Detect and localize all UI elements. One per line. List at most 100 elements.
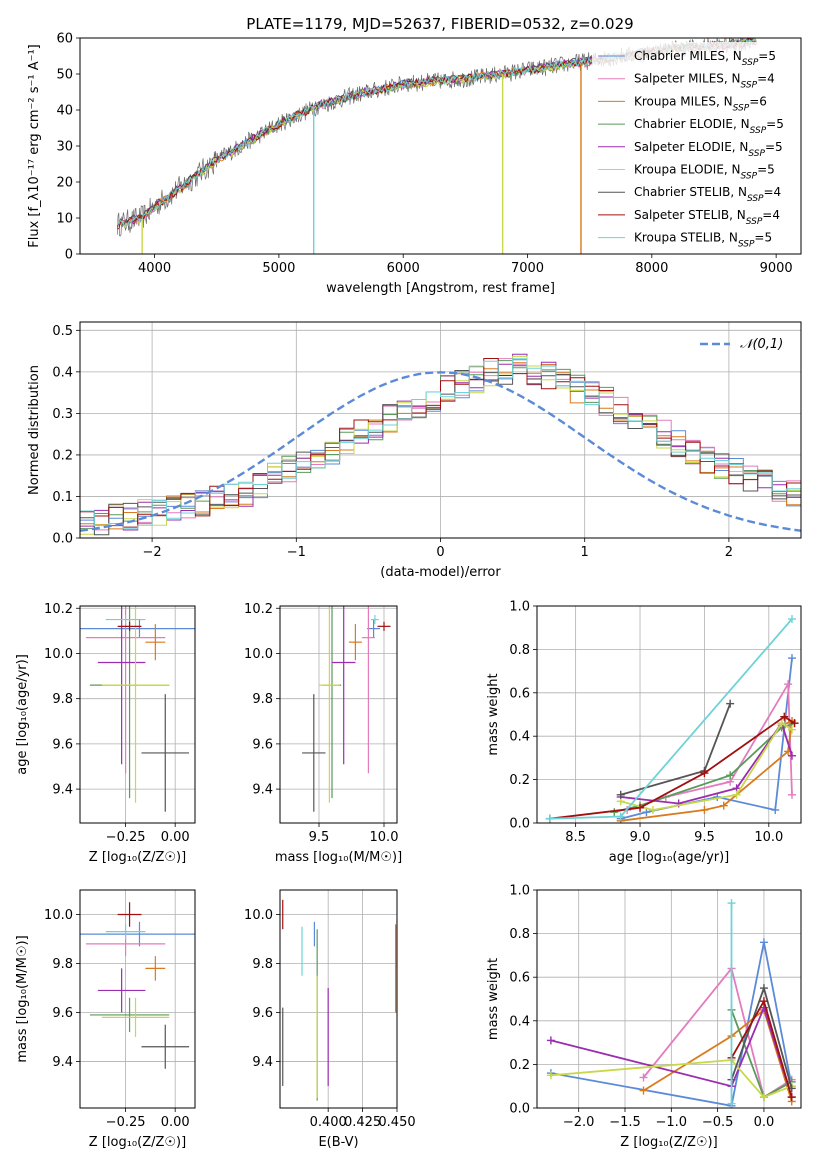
- x-tick-label: 0.450: [378, 1115, 415, 1130]
- histogram-step-line: [80, 358, 801, 530]
- x-tick-label: 0.0: [754, 1115, 775, 1130]
- x-axis-label: Z [log₁₀(Z/Z☉)]: [620, 1135, 717, 1150]
- massweight-vs-Z-panel: −2.0 −1.5 −1.0 −0.5 0.0 0.0 0.2 0.4 0.6 0.8 1.0 Z […: [486, 884, 802, 1150]
- mass-vs-Z-panel: −0.25 0.00 9.4 9.6 9.8 10.0 Z [log₁₀(Z/Z☉)] mas…: [15, 889, 196, 1150]
- age-vs-mass-panel-frame: [279, 605, 398, 824]
- y-tick-label: 20: [56, 176, 73, 191]
- y-tick-label: 9.4: [252, 783, 273, 798]
- x-axis-label: Z [log₁₀(Z/Z☉)]: [89, 1135, 186, 1150]
- x-tick-label: 2: [725, 545, 733, 560]
- mass-vs-ebv-panel-frame: [279, 889, 398, 1109]
- mass-vs-Z-panel-plot: [80, 890, 195, 1108]
- age-vs-Z-panel-plot: [80, 606, 195, 823]
- residuals-panel-plot: [80, 322, 801, 538]
- age-vs-mass-panel-plot: [280, 606, 397, 823]
- y-tick-label: 0.8: [509, 927, 530, 942]
- y-tick-label: 10.2: [44, 602, 73, 617]
- age-vs-mass-panel: 9.5 10.0 9.4 9.6 9.8 10.0 10.2 mass [log₁₀(M/M☉…: [244, 602, 402, 865]
- y-tick-label: 0.3: [52, 407, 73, 422]
- mass-weight-line: [620, 719, 794, 822]
- x-axis-label: Z [log₁₀(Z/Z☉)]: [89, 850, 186, 865]
- mass-vs-ebv-panel-plot: [280, 890, 397, 1108]
- x-tick-label: 0.400: [310, 1115, 347, 1130]
- y-tick-label: 9.8: [52, 957, 73, 972]
- massweight-vs-Z-panel-plot: [537, 890, 801, 1108]
- x-tick-label: −1.5: [609, 1115, 641, 1130]
- x-tick-label: 1: [581, 545, 589, 560]
- gaussian-curve: [80, 371, 801, 532]
- spectrum-panel-frame: [79, 37, 802, 255]
- x-tick-label: 10.0: [754, 830, 783, 845]
- y-tick-label: 9.4: [52, 1055, 73, 1070]
- massweight-vs-age-panel: 8.5 9.0 9.5 10.0 0.0 0.2 0.4 0.6 0.8 1.0 age [log₁…: [486, 600, 802, 865]
- histogram-step-line: [80, 362, 801, 530]
- x-tick-label: 0: [436, 545, 444, 560]
- y-axis-label: mass [log₁₀(M/M☉)]: [15, 935, 30, 1062]
- massweight-vs-age-panel-plot: [537, 606, 801, 823]
- x-tick-label: −0.25: [106, 1115, 146, 1130]
- y-tick-label: 30: [56, 140, 73, 155]
- mass-weight-line: [550, 1005, 793, 1098]
- mass-weight-line: [620, 658, 793, 820]
- y-tick-label: 9.6: [52, 737, 73, 752]
- residuals-panel-frame: [79, 321, 802, 539]
- histogram-step-line: [80, 353, 801, 531]
- age-vs-Z-panel: −0.25 0.00 9.4 9.6 9.8 10.0 10.2 Z [log₁₀(Z/Z☉)…: [15, 602, 196, 865]
- y-tick-label: 10.0: [244, 908, 273, 923]
- y-tick-label: 10.0: [44, 647, 73, 662]
- mass-weight-line: [550, 1059, 793, 1099]
- legend-entry: 𝒩(0,1): [740, 337, 783, 352]
- y-tick-label: 0.0: [509, 817, 530, 832]
- y-tick-label: 9.8: [252, 957, 273, 972]
- x-tick-label: 4000: [138, 261, 171, 276]
- y-tick-label: 9.4: [52, 783, 73, 798]
- histogram-step-line: [80, 365, 801, 536]
- y-tick-label: 9.6: [252, 737, 273, 752]
- x-tick-label: 0.425: [344, 1115, 381, 1130]
- x-tick-label: −2.0: [563, 1115, 595, 1130]
- massweight-vs-Z-panel-frame: [536, 889, 802, 1109]
- x-axis-label: (data-model)/error: [380, 565, 501, 580]
- y-tick-label: 60: [56, 32, 73, 47]
- x-tick-label: 9000: [760, 261, 793, 276]
- x-tick-label: 9.0: [630, 830, 651, 845]
- y-tick-label: 9.6: [52, 1006, 73, 1021]
- residuals-panel: −2 −1 0 1 2 0.0 0.1 0.2 0.3 0.4 0.5 (data-model)/er…: [27, 321, 802, 580]
- x-tick-label: 6000: [387, 261, 420, 276]
- mass-weight-line: [549, 618, 793, 820]
- y-tick-label: 10.0: [244, 647, 273, 662]
- y-tick-label: 0.5: [52, 324, 73, 339]
- y-tick-label: 9.6: [252, 1006, 273, 1021]
- x-axis-label: wavelength [Angstrom, rest frame]: [326, 281, 555, 296]
- x-tick-label: 7000: [511, 261, 544, 276]
- x-tick-label: 5000: [262, 261, 295, 276]
- y-tick-label: 10.0: [44, 908, 73, 923]
- spectrum-panel-plot: [116, 38, 758, 254]
- y-tick-label: 10: [56, 212, 73, 227]
- x-axis-label: age [log₁₀(age/yr)]: [609, 850, 730, 865]
- y-tick-label: 1.0: [509, 600, 530, 615]
- x-tick-label: −1: [287, 545, 306, 560]
- y-tick-label: 0.0: [509, 1102, 530, 1117]
- y-tick-label: 1.0: [509, 884, 530, 899]
- x-tick-label: 9.5: [309, 830, 330, 845]
- x-tick-label: −0.25: [106, 830, 146, 845]
- y-tick-label: 0.8: [509, 643, 530, 658]
- y-tick-label: 9.4: [252, 1055, 273, 1070]
- x-tick-label: 10.0: [370, 830, 399, 845]
- y-axis-label: mass weight: [486, 673, 501, 755]
- y-tick-label: 40: [56, 104, 73, 119]
- y-tick-label: 0.4: [509, 730, 530, 745]
- x-tick-label: 0.00: [161, 1115, 190, 1130]
- y-axis-label: mass weight: [486, 958, 501, 1040]
- massweight-vs-age-panel-frame: [536, 605, 802, 824]
- spectrum-panel: 4000 5000 6000 7000 8000 9000 0 10 20 30 40 50 60 wav…: [27, 32, 802, 296]
- x-tick-label: −0.5: [702, 1115, 734, 1130]
- y-tick-label: 0.2: [52, 448, 73, 463]
- x-tick-label: 8000: [635, 261, 668, 276]
- y-tick-label: 0.2: [509, 773, 530, 788]
- x-tick-label: 9.5: [694, 830, 715, 845]
- histogram-step-line: [80, 360, 801, 530]
